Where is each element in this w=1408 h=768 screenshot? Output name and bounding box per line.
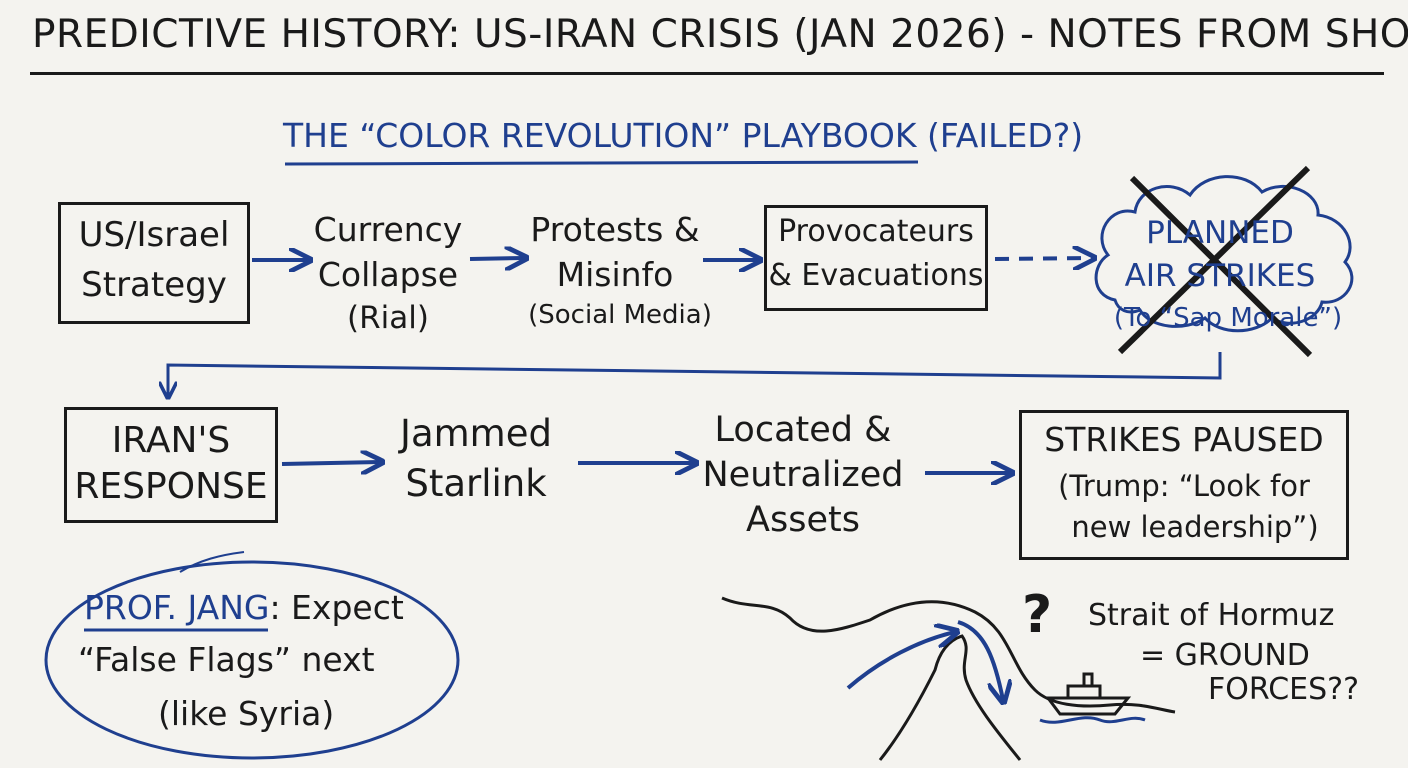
step-paused-box	[1019, 410, 1349, 560]
note-text-1: : Expect	[269, 588, 404, 627]
step-paused-line1: STRIKES PAUSED	[1044, 420, 1324, 459]
step-airstrikes-line3: (To “Sap Morale”)	[1113, 303, 1343, 333]
cloud-outline	[1094, 175, 1354, 333]
note-ellipse	[44, 560, 460, 760]
step-assets-line3: Assets	[746, 500, 860, 540]
step-provocateurs-box	[764, 205, 988, 311]
step-provocateurs-line2: & Evacuations	[768, 258, 984, 293]
note-line3: (like Syria)	[158, 694, 335, 733]
step-paused-line3: new leadership”)	[1071, 510, 1319, 544]
note-flourish	[179, 551, 245, 573]
hormuz-line3: FORCES??	[1208, 672, 1360, 707]
hormuz-line2: = GROUND	[1140, 638, 1310, 673]
connector-to-response	[168, 352, 1222, 396]
arrow-response-to-starlink	[281, 462, 380, 464]
step-assets-line2: Neutralized	[702, 455, 904, 495]
page-title: PREDICTIVE HISTORY: US-IRAN CRISIS (JAN …	[32, 12, 1408, 57]
step-response-box	[64, 407, 278, 523]
step-protests-line3: (Social Media)	[528, 300, 712, 330]
step-starlink-line2: Starlink	[405, 462, 547, 505]
step-assets-line1: Located &	[714, 410, 892, 450]
step-strategy-line1: US/Israel	[78, 215, 230, 255]
ship-icon	[1039, 672, 1146, 724]
cross-out-mark	[1117, 165, 1313, 358]
note-name: PROF. JANG	[84, 588, 270, 627]
step-response-line2: RESPONSE	[74, 466, 268, 507]
step-paused-line2: (Trump: “Look for	[1058, 469, 1310, 503]
step-currency-line3: (Rial)	[347, 300, 429, 336]
step-response-line1: IRAN'S	[111, 420, 231, 461]
coastline-peninsula	[878, 634, 1022, 761]
step-protests-line1: Protests &	[530, 210, 700, 249]
arrow-provocateurs-to-airstrikes	[994, 258, 1092, 259]
step-currency-line1: Currency	[313, 210, 463, 249]
step-starlink-line1: Jammed	[400, 412, 552, 455]
hormuz-line1: Strait of Hormuz	[1088, 598, 1335, 633]
question-mark: ?	[1022, 585, 1053, 645]
arrow-currency-to-protests	[469, 258, 524, 259]
note-line2: “False Flags” next	[78, 640, 375, 679]
strait-route-arrow-1	[846, 632, 955, 690]
subtitle-underline	[284, 160, 919, 166]
title-underline	[30, 72, 1384, 75]
step-airstrikes-line1: PLANNED	[1146, 215, 1294, 251]
strait-route-arrow-2	[957, 620, 1003, 700]
step-airstrikes-line2: AIR STRIKES	[1124, 258, 1316, 294]
coastline-north	[721, 596, 1176, 714]
playbook-heading: THE “COLOR REVOLUTION” PLAYBOOK (FAILED?…	[283, 116, 1084, 155]
step-strategy-box	[58, 202, 250, 324]
note-line1: PROF. JANG: Expect	[84, 588, 404, 627]
step-protests-line2: Misinfo	[556, 255, 674, 294]
step-currency-line2: Collapse	[317, 255, 459, 294]
step-strategy-line2: Strategy	[81, 265, 227, 305]
step-provocateurs-line1: Provocateurs	[778, 214, 974, 249]
